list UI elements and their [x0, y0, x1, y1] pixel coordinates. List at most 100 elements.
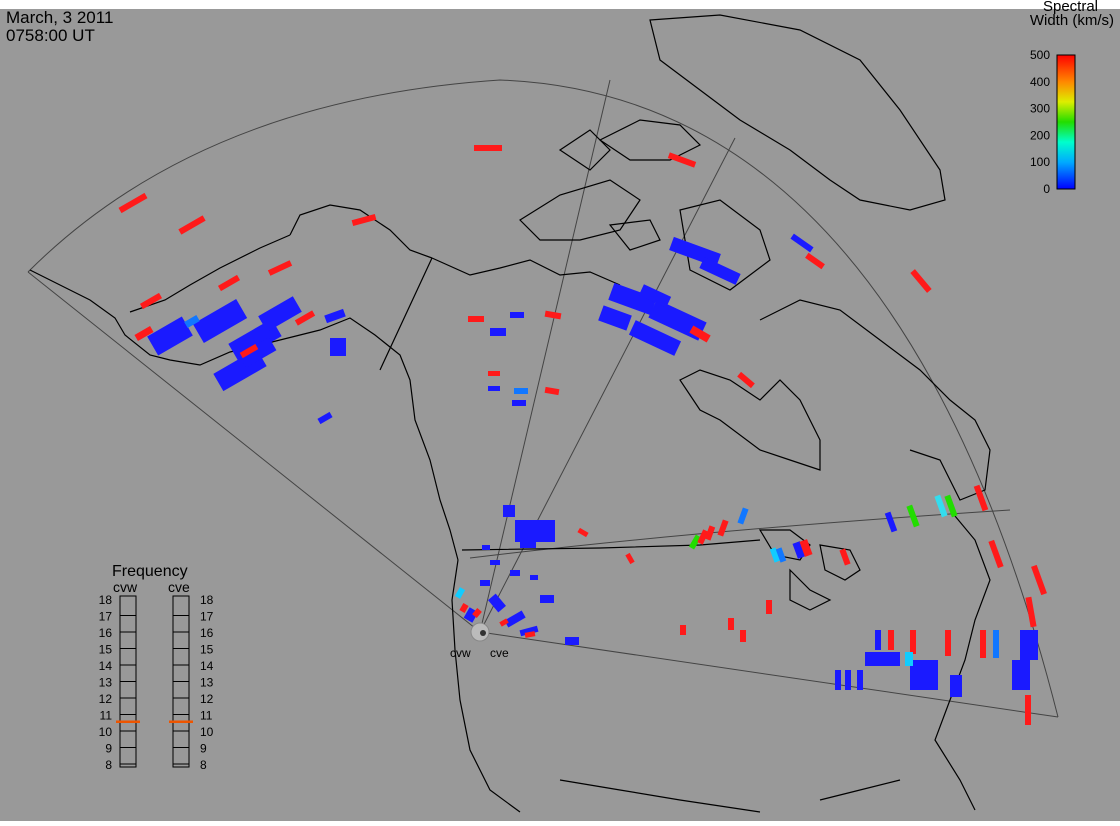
echo-cell	[680, 625, 686, 635]
colorbar-tick-label: 500	[1030, 48, 1050, 62]
echo-cell	[330, 338, 346, 356]
echo-cell	[945, 630, 951, 656]
echo-cell	[884, 511, 898, 533]
echo-cell	[178, 215, 206, 235]
echo-cell	[488, 371, 500, 376]
echo-cell	[769, 547, 781, 563]
frequency-scale-label: 16	[200, 626, 214, 640]
echo-cell	[544, 386, 560, 396]
frequency-scale-label: 17	[200, 610, 214, 624]
frequency-scale-label: 10	[200, 725, 214, 739]
colorbar-gradient	[1056, 54, 1076, 190]
colorbar-title-line1: Spectral	[1042, 0, 1098, 15]
echo-cell	[472, 608, 482, 618]
plot-time: 0758:00 UT	[6, 26, 95, 45]
echo-cell	[910, 269, 932, 293]
echo-cell	[598, 305, 632, 331]
frequency-scale-label: 15	[99, 643, 113, 657]
echo-cell	[490, 560, 500, 565]
frequency-scale-label: 12	[200, 692, 214, 706]
echo-cell	[324, 308, 346, 324]
echo-cell	[512, 400, 526, 406]
echo-cell	[351, 213, 377, 227]
frequency-scale-label: 14	[200, 659, 214, 673]
echo-cell	[1031, 564, 1047, 596]
frequency-scale-label: 18	[99, 593, 113, 607]
frequency-scale-label: 12	[99, 692, 113, 706]
echo-cell	[988, 539, 1004, 569]
echo-cell	[973, 484, 989, 512]
frequency-col-cve: cve	[168, 579, 190, 595]
frequency-scale-label: 9	[105, 742, 112, 756]
echo-cell	[499, 618, 509, 627]
echo-cell	[875, 630, 881, 650]
echo-cell	[699, 257, 741, 285]
plot-date: March, 3 2011	[6, 8, 114, 27]
map-area: cvw cve 500 400 300 200 10	[0, 9, 1120, 821]
echo-cell	[184, 314, 200, 329]
echo-cell	[520, 540, 536, 548]
echo-cell	[258, 296, 302, 332]
radar-site-dot	[480, 630, 486, 636]
frequency-title: Frequency	[112, 563, 188, 580]
echo-cell	[515, 520, 555, 542]
echo-cell	[697, 529, 709, 545]
echo-cell	[717, 519, 729, 537]
echo-cell	[238, 337, 277, 368]
echo-cell	[775, 547, 787, 563]
frequency-scale-label: 15	[200, 643, 214, 657]
echo-cell	[118, 192, 148, 214]
echo-cell	[147, 316, 193, 356]
echo-cell	[910, 630, 916, 654]
echo-cell	[689, 325, 711, 343]
echo-cell	[1025, 695, 1031, 725]
echo-cell	[944, 494, 958, 518]
frequency-scale-label: 18	[200, 593, 214, 607]
echo-cell	[459, 603, 469, 613]
echo-cell	[906, 504, 920, 528]
echo-cell	[888, 630, 894, 650]
echo-cell	[839, 548, 851, 566]
echo-cell	[857, 670, 863, 690]
echo-cell	[805, 252, 825, 270]
echo-cell	[980, 630, 986, 658]
colorbar-title-line2: Width (km/s)	[1029, 12, 1114, 29]
frequency-col-cvw: cvw	[113, 579, 138, 595]
echo-cell	[835, 670, 841, 690]
colorbar-tick-label: 0	[1043, 182, 1050, 196]
colorbar-tick-label: 400	[1030, 75, 1050, 89]
echo-cell	[625, 552, 635, 565]
frequency-scale-label: 11	[200, 709, 213, 723]
echo-cell	[217, 274, 241, 292]
echo-cell	[294, 310, 316, 326]
radar-sites: cvw cve	[450, 622, 509, 660]
frequency-scale-label: 11	[100, 709, 113, 723]
echo-cell	[638, 284, 672, 308]
echo-cell	[504, 610, 526, 628]
radar-label-cvw: cvw	[450, 646, 471, 660]
frequency-scale-label: 17	[99, 610, 113, 624]
frequency-scale-label: 9	[200, 742, 207, 756]
echo-cell	[737, 371, 755, 389]
echo-cell	[488, 386, 500, 391]
echo-cell	[468, 316, 484, 322]
echo-cell	[540, 595, 554, 603]
echo-cell	[1020, 630, 1038, 660]
echo-cell	[519, 625, 539, 637]
field-of-view	[27, 79, 1059, 718]
frequency-scale-label: 8	[200, 758, 207, 772]
coastlines	[29, 14, 991, 813]
colorbar: 500 400 300 200 100 0	[1030, 48, 1076, 196]
echo-cell	[737, 507, 749, 525]
echo-cell	[239, 343, 259, 359]
echo-cell	[865, 652, 900, 666]
echo-cell	[799, 539, 813, 557]
frequency-scale-label: 14	[99, 659, 113, 673]
echo-cell	[267, 260, 293, 276]
colorbar-tick-label: 300	[1030, 102, 1050, 116]
echo-cell	[510, 312, 524, 318]
echo-cell	[740, 630, 746, 642]
map-svg: cvw cve 500 400 300 200 10	[27, 14, 1076, 813]
echo-cell	[910, 660, 938, 690]
